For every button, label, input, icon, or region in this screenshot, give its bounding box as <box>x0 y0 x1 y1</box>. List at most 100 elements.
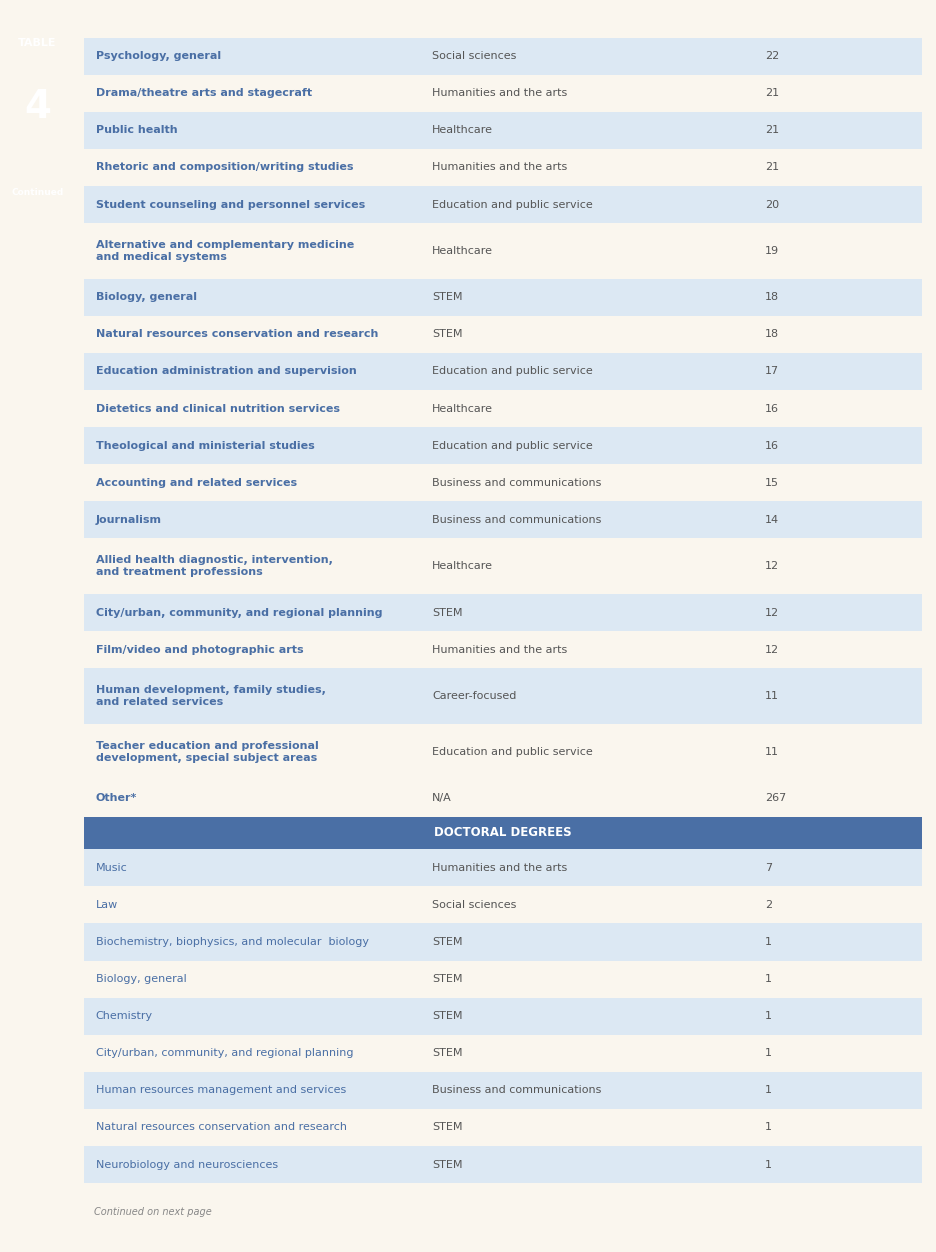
Text: 1: 1 <box>765 1159 772 1169</box>
Text: 18: 18 <box>765 329 779 339</box>
Text: Healthcare: Healthcare <box>431 403 493 413</box>
Text: 7: 7 <box>765 863 772 873</box>
Text: 21: 21 <box>765 125 779 135</box>
Text: Dietetics and clinical nutrition services: Dietetics and clinical nutrition service… <box>95 403 340 413</box>
Text: City/urban, community, and regional planning: City/urban, community, and regional plan… <box>95 607 382 617</box>
Text: Music: Music <box>95 863 127 873</box>
Text: STEM: STEM <box>431 1159 462 1169</box>
Text: 1: 1 <box>765 1012 772 1022</box>
FancyBboxPatch shape <box>84 849 922 886</box>
FancyBboxPatch shape <box>84 780 922 816</box>
Text: Business and communications: Business and communications <box>431 478 601 488</box>
Text: Social sciences: Social sciences <box>431 51 517 61</box>
Text: N/A: N/A <box>431 794 452 804</box>
Text: 1: 1 <box>765 1048 772 1058</box>
Text: 21: 21 <box>765 163 779 173</box>
FancyBboxPatch shape <box>84 924 922 960</box>
FancyBboxPatch shape <box>84 353 922 391</box>
Text: Business and communications: Business and communications <box>431 515 601 525</box>
Text: 12: 12 <box>765 607 779 617</box>
FancyBboxPatch shape <box>84 187 922 223</box>
Text: 1: 1 <box>765 1123 772 1133</box>
Text: STEM: STEM <box>431 1048 462 1058</box>
Text: Natural resources conservation and research: Natural resources conservation and resea… <box>95 1123 346 1133</box>
Text: 267: 267 <box>765 794 786 804</box>
Text: Education and public service: Education and public service <box>431 199 592 209</box>
Text: Public health: Public health <box>95 125 177 135</box>
Text: STEM: STEM <box>431 292 462 302</box>
Text: Education and public service: Education and public service <box>431 441 592 451</box>
Text: TABLE: TABLE <box>18 38 57 48</box>
FancyBboxPatch shape <box>84 316 922 353</box>
Text: 21: 21 <box>765 88 779 98</box>
Text: Neurobiology and neurosciences: Neurobiology and neurosciences <box>95 1159 278 1169</box>
Text: Continued: Continued <box>11 188 64 197</box>
Text: Allied health diagnostic, intervention,
and treatment professions: Allied health diagnostic, intervention, … <box>95 556 332 577</box>
Text: Biology, general: Biology, general <box>95 974 186 984</box>
Text: Biology, general: Biology, general <box>95 292 197 302</box>
Text: 20: 20 <box>765 199 779 209</box>
Text: 14: 14 <box>765 515 779 525</box>
Text: Humanities and the arts: Humanities and the arts <box>431 863 567 873</box>
Text: Human development, family studies,
and related services: Human development, family studies, and r… <box>95 685 326 707</box>
Text: Humanities and the arts: Humanities and the arts <box>431 88 567 98</box>
Text: 11: 11 <box>765 691 779 701</box>
Text: Teacher education and professional
development, special subject areas: Teacher education and professional devel… <box>95 741 318 762</box>
Text: City/urban, community, and regional planning: City/urban, community, and regional plan… <box>95 1048 353 1058</box>
Text: 22: 22 <box>765 51 779 61</box>
Text: STEM: STEM <box>431 936 462 947</box>
Text: STEM: STEM <box>431 607 462 617</box>
Text: 12: 12 <box>765 645 779 655</box>
Text: Human resources management and services: Human resources management and services <box>95 1085 345 1096</box>
FancyBboxPatch shape <box>84 998 922 1034</box>
Text: Biochemistry, biophysics, and molecular  biology: Biochemistry, biophysics, and molecular … <box>95 936 369 947</box>
FancyBboxPatch shape <box>84 464 922 501</box>
FancyBboxPatch shape <box>84 279 922 316</box>
FancyBboxPatch shape <box>84 1072 922 1109</box>
Text: 15: 15 <box>765 478 779 488</box>
Text: 1: 1 <box>765 1085 772 1096</box>
FancyBboxPatch shape <box>84 391 922 427</box>
Text: 1: 1 <box>765 936 772 947</box>
Text: Business and communications: Business and communications <box>431 1085 601 1096</box>
Text: Natural resources conservation and research: Natural resources conservation and resea… <box>95 329 378 339</box>
Text: Journalism: Journalism <box>95 515 162 525</box>
FancyBboxPatch shape <box>84 149 922 187</box>
Text: Healthcare: Healthcare <box>431 125 493 135</box>
Text: Psychology, general: Psychology, general <box>95 51 221 61</box>
FancyBboxPatch shape <box>84 669 922 724</box>
Text: STEM: STEM <box>431 1123 462 1133</box>
FancyBboxPatch shape <box>84 75 922 111</box>
Text: 4: 4 <box>24 88 51 125</box>
Text: STEM: STEM <box>431 1012 462 1022</box>
Text: Accounting and related services: Accounting and related services <box>95 478 297 488</box>
FancyBboxPatch shape <box>84 816 922 849</box>
FancyBboxPatch shape <box>84 223 922 279</box>
Text: Education administration and supervision: Education administration and supervision <box>95 367 357 377</box>
Text: Rhetoric and composition/writing studies: Rhetoric and composition/writing studies <box>95 163 353 173</box>
FancyBboxPatch shape <box>84 595 922 631</box>
FancyBboxPatch shape <box>84 960 922 998</box>
FancyBboxPatch shape <box>84 886 922 924</box>
Text: Film/video and photographic arts: Film/video and photographic arts <box>95 645 303 655</box>
FancyBboxPatch shape <box>84 1109 922 1146</box>
Text: 16: 16 <box>765 441 779 451</box>
Text: Student counseling and personnel services: Student counseling and personnel service… <box>95 199 365 209</box>
Text: Law: Law <box>95 900 118 910</box>
Text: Drama/theatre arts and stagecraft: Drama/theatre arts and stagecraft <box>95 88 312 98</box>
Text: Chemistry: Chemistry <box>95 1012 153 1022</box>
Text: Alternative and complementary medicine
and medical systems: Alternative and complementary medicine a… <box>95 240 354 262</box>
FancyBboxPatch shape <box>84 1034 922 1072</box>
Text: Theological and ministerial studies: Theological and ministerial studies <box>95 441 314 451</box>
Text: 12: 12 <box>765 561 779 571</box>
Text: Education and public service: Education and public service <box>431 746 592 756</box>
Text: Humanities and the arts: Humanities and the arts <box>431 645 567 655</box>
FancyBboxPatch shape <box>84 724 922 780</box>
Text: Healthcare: Healthcare <box>431 245 493 255</box>
Text: STEM: STEM <box>431 974 462 984</box>
Text: Continued on next page: Continued on next page <box>94 1207 212 1217</box>
Text: Career-focused: Career-focused <box>431 691 517 701</box>
Text: 16: 16 <box>765 403 779 413</box>
FancyBboxPatch shape <box>84 1146 922 1183</box>
Text: 17: 17 <box>765 367 779 377</box>
